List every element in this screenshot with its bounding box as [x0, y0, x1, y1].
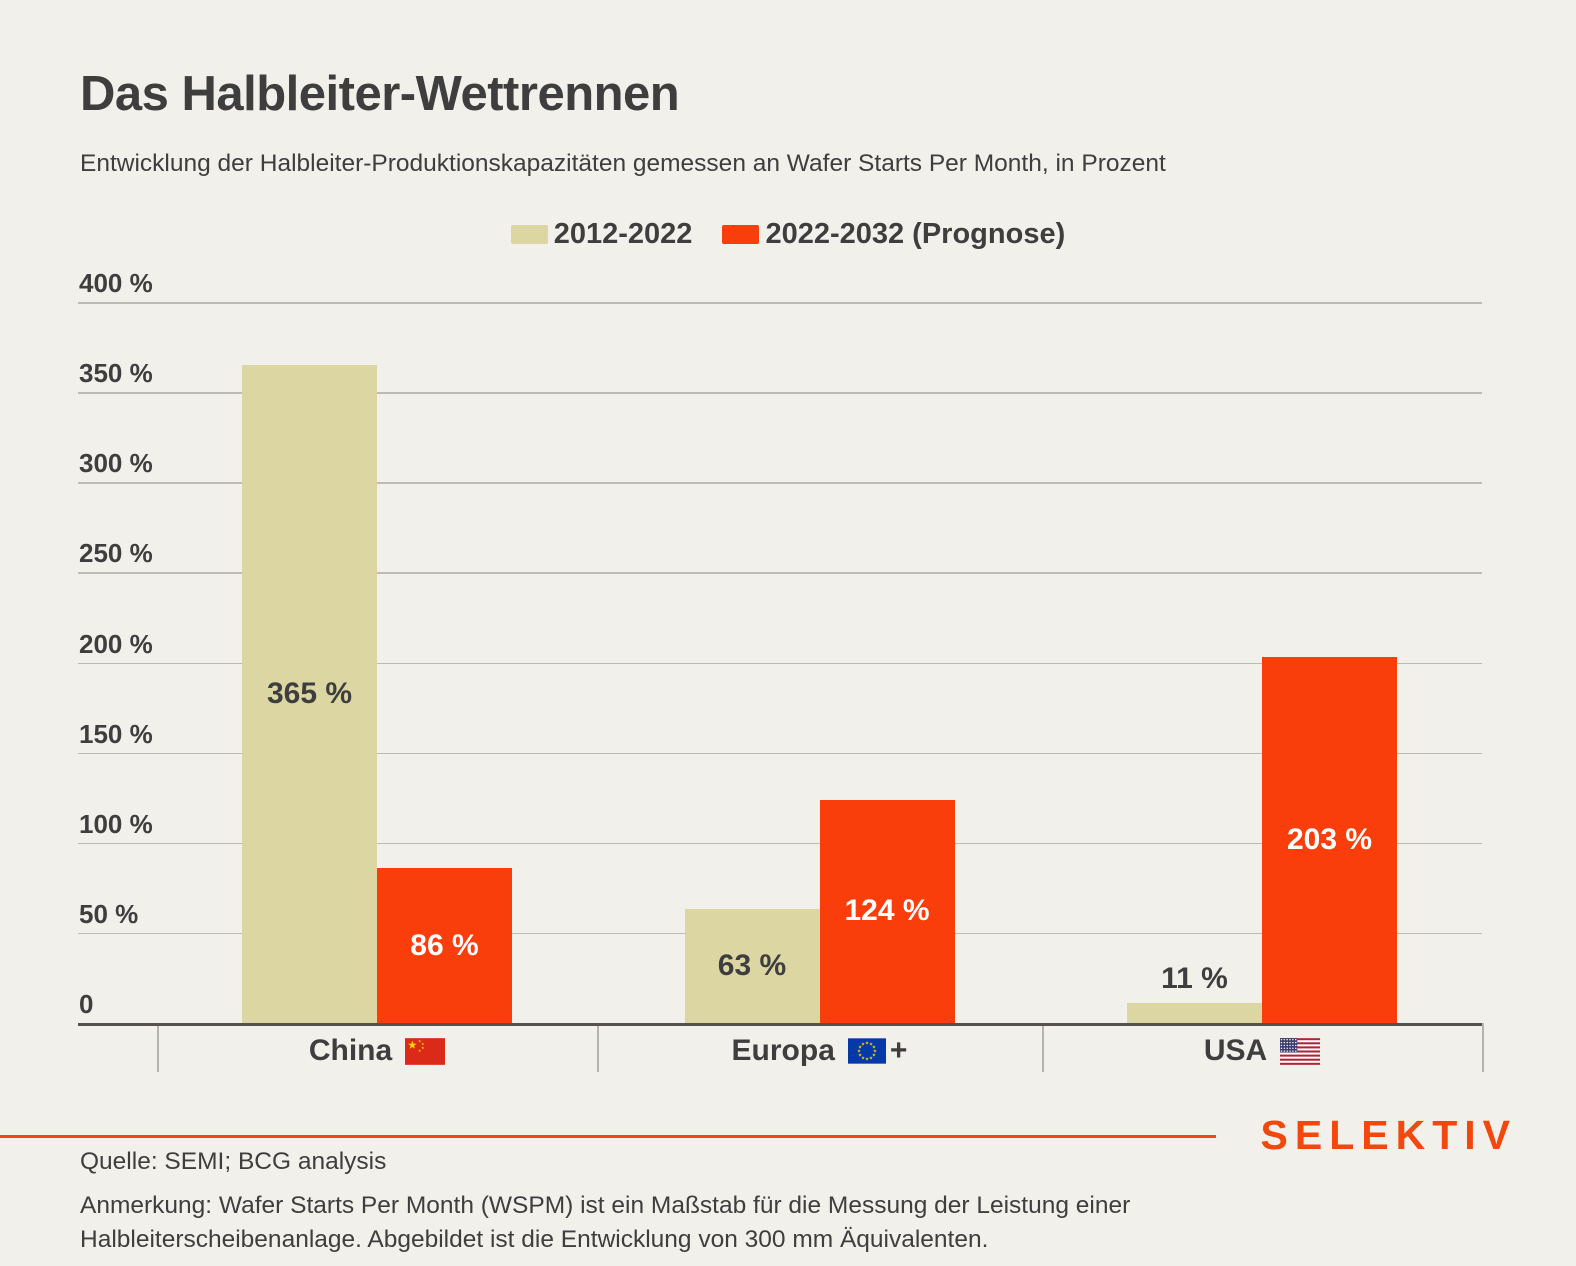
methodology-note: Anmerkung: Wafer Starts Per Month (WSPM)…	[80, 1189, 1130, 1257]
bar-usa-series-0	[1127, 1003, 1262, 1023]
us-flag-icon	[1280, 1037, 1321, 1065]
bar-europa-series-1	[819, 799, 955, 1023]
bar-china-series-0	[242, 365, 377, 1023]
category-name-europa: Europa	[731, 1034, 835, 1067]
bar-value-label-europa-series-1: 124 %	[844, 894, 930, 928]
methodology-note-line-1: Anmerkung: Wafer Starts Per Month (WSPM)…	[80, 1192, 1131, 1219]
methodology-note-line-2: Halbleiterscheibenanlage. Abgebildet ist…	[80, 1226, 989, 1253]
bar-value-label-usa-series-0: 11 %	[1161, 962, 1228, 996]
legend-label-0: 2012-2022	[553, 218, 693, 250]
gridline-250	[78, 572, 1482, 574]
y-tick-label-0: 0	[79, 989, 94, 1019]
chart-subtitle: Entwicklung der Halbleiter-Produktionska…	[80, 150, 1166, 177]
bar-value-label-china-series-1: 86 %	[410, 928, 479, 962]
source-note: Quelle: SEMI; BCG analysis	[80, 1148, 387, 1175]
gridline-150	[78, 752, 1482, 755]
legend-item-0: 2012-2022	[510, 218, 693, 251]
y-tick-label-200: 200 %	[79, 628, 153, 659]
bar-europa-series-0	[684, 909, 820, 1023]
gridline-300	[78, 482, 1482, 484]
china-flag-icon	[405, 1037, 446, 1065]
chart-legend: 2012-2022 2022-2032 (Prognose)	[0, 218, 1576, 251]
category-name-china: China	[308, 1034, 393, 1067]
bar-china-series-1	[377, 868, 512, 1023]
legend-swatch-0	[510, 225, 548, 244]
page-title: Das Halbleiter-Wettrennen	[80, 67, 680, 121]
gridline-100	[78, 842, 1482, 845]
eu-flag-icon	[847, 1038, 886, 1064]
legend-swatch-1	[722, 225, 760, 244]
bar-usa-series-1	[1262, 657, 1397, 1023]
bar-value-label-china-series-0: 365 %	[266, 677, 353, 711]
bar-chart-plot-area: 400 % 350 % 300 % 250 % 200 % 150 % 100 % 50 % 0…	[78, 268, 1484, 1072]
y-tick-label-400: 400 %	[79, 268, 153, 298]
x-axis-tick-3	[1482, 1023, 1484, 1072]
y-tick-label-300: 300 %	[79, 448, 153, 479]
x-axis-line	[78, 1023, 1482, 1026]
gridline-350	[78, 392, 1482, 394]
bar-value-label-europa-series-0: 63 %	[717, 949, 787, 983]
legend-label-1: 2022-2032 (Prognose)	[765, 218, 1066, 250]
category-suffix-europa: +	[889, 1034, 908, 1067]
category-name-usa: USA	[1203, 1034, 1268, 1067]
category-label-europa: Europa +	[600, 1034, 1040, 1068]
y-tick-label-50: 50 %	[79, 898, 139, 929]
y-tick-label-250: 250 %	[79, 538, 153, 569]
y-tick-label-100: 100 %	[79, 808, 153, 839]
gridline-200	[78, 662, 1482, 665]
x-axis-tick-2	[1042, 1023, 1044, 1072]
x-axis-tick-0	[157, 1023, 159, 1072]
y-tick-label-350: 350 %	[79, 358, 153, 389]
category-label-usa: USA	[1042, 1034, 1482, 1068]
x-axis-tick-1	[597, 1023, 599, 1072]
footer-divider-line	[0, 1135, 1216, 1138]
category-label-china: China	[157, 1034, 597, 1068]
y-tick-label-150: 150 %	[79, 718, 153, 749]
brand-logo: SELEKTIV	[1260, 1112, 1517, 1158]
bar-value-label-usa-series-1: 203 %	[1286, 823, 1373, 857]
legend-item-1: 2022-2032 (Prognose)	[722, 218, 1065, 251]
gridline-400	[78, 302, 1482, 304]
